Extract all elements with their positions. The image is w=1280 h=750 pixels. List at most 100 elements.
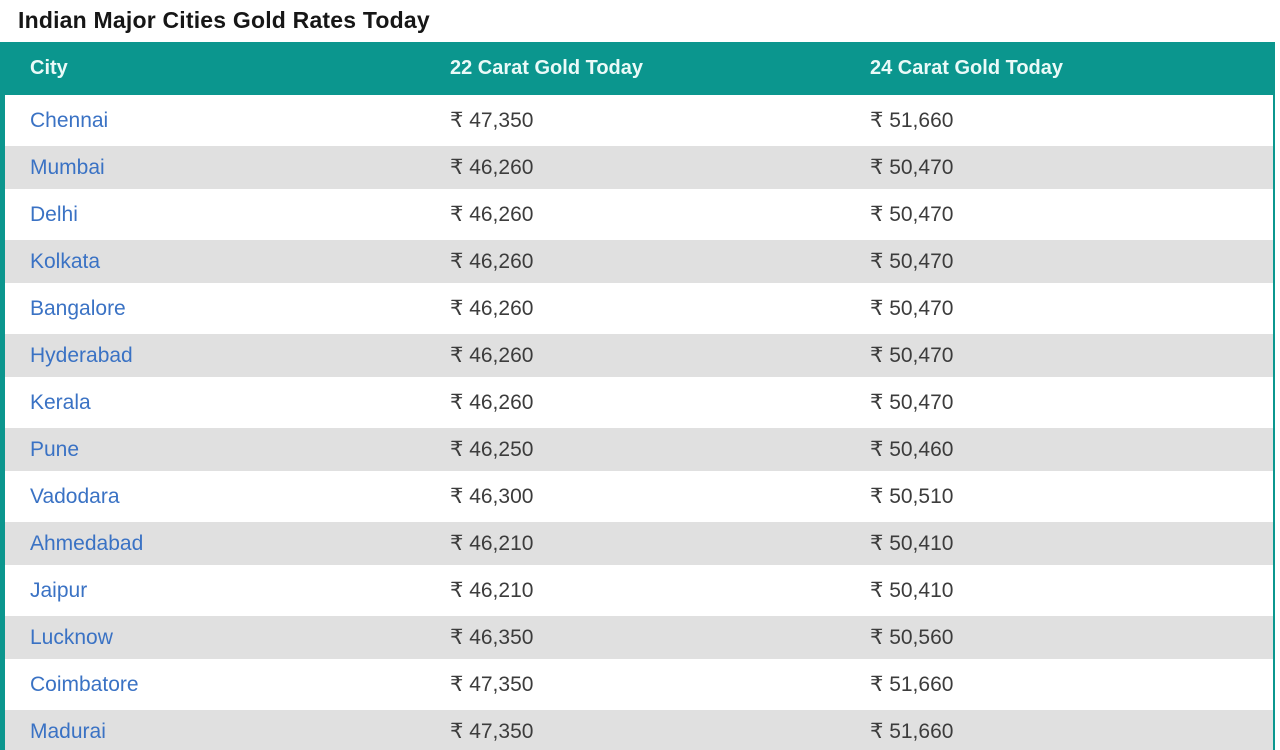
table-row: Mumbai ₹ 46,260 ₹ 50,470 [5,144,1273,193]
rate-24-carat-value: ₹ 50,470 [870,203,954,226]
city-link[interactable]: Madurai [30,719,106,743]
table-row: Kerala ₹ 46,260 ₹ 50,470 [5,379,1273,428]
table-row: Jaipur ₹ 46,210 ₹ 50,410 [5,567,1273,616]
table-row: Lucknow ₹ 46,350 ₹ 50,560 [5,614,1273,663]
rate-24-carat: ₹ 50,510 [870,473,1273,522]
rate-22-carat: ₹ 46,260 [450,144,870,193]
city-link[interactable]: Bangalore [30,296,126,320]
city-cell: Jaipur [5,567,450,616]
rate-22-carat: ₹ 46,260 [450,191,870,240]
rate-24-carat-value: ₹ 50,470 [870,156,954,179]
rate-22-carat: ₹ 46,250 [450,426,870,475]
rate-22-carat: ₹ 46,260 [450,285,870,334]
rate-24-carat-value: ₹ 51,660 [870,673,954,696]
rate-24-carat: ₹ 50,470 [870,238,1273,287]
rate-22-carat: ₹ 46,260 [450,332,870,381]
gold-rates-table: City 22 Carat Gold Today 24 Carat Gold T… [0,42,1275,750]
rate-22-carat: ₹ 46,350 [450,614,870,663]
rate-24-carat: ₹ 50,460 [870,426,1273,475]
city-cell: Chennai [5,97,450,146]
table-row: Vadodara ₹ 46,300 ₹ 50,510 [5,473,1273,522]
rate-22-carat: ₹ 46,300 [450,473,870,522]
city-cell: Delhi [5,191,450,240]
gold-rates-table-body: Chennai ₹ 47,350 ₹ 51,660 Mumbai ₹ 46,260 ₹ 5… [5,97,1273,750]
rate-22-carat-value: ₹ 46,260 [450,391,534,414]
city-link[interactable]: Delhi [30,202,78,226]
city-cell: Madurai [5,708,450,750]
column-header-city-label: City [30,57,68,79]
rate-24-carat: ₹ 50,470 [870,332,1273,381]
rate-24-carat: ₹ 50,470 [870,191,1273,240]
rate-24-carat: ₹ 50,410 [870,567,1273,616]
table-row: Ahmedabad ₹ 46,210 ₹ 50,410 [5,520,1273,569]
table-row: Pune ₹ 46,250 ₹ 50,460 [5,426,1273,475]
table-row: Kolkata ₹ 46,260 ₹ 50,470 [5,238,1273,287]
city-link[interactable]: Pune [30,437,80,461]
rate-24-carat: ₹ 50,470 [870,285,1273,334]
rate-24-carat-value: ₹ 50,470 [870,344,954,367]
rate-22-carat-value: ₹ 46,260 [450,250,534,273]
rate-24-carat: ₹ 51,660 [870,97,1273,146]
rate-24-carat-value: ₹ 51,660 [870,109,954,132]
rate-22-carat: ₹ 46,260 [450,379,870,428]
city-cell: Kerala [5,379,450,428]
rate-22-carat-value: ₹ 46,260 [450,203,534,226]
rate-24-carat-value: ₹ 50,470 [870,391,954,414]
column-header-24-carat-label: 24 Carat Gold Today [870,57,1064,79]
table-row: Bangalore ₹ 46,260 ₹ 50,470 [5,285,1273,334]
rate-24-carat: ₹ 50,560 [870,614,1273,663]
rate-22-carat: ₹ 46,260 [450,238,870,287]
city-link[interactable]: Ahmedabad [30,531,144,555]
city-cell: Vadodara [5,473,450,522]
city-link[interactable]: Vadodara [30,484,120,508]
city-link[interactable]: Coimbatore [30,672,139,696]
column-header-22-carat-label: 22 Carat Gold Today [450,57,644,79]
rate-22-carat-value: ₹ 46,300 [450,485,534,508]
rate-24-carat-value: ₹ 50,510 [870,485,954,508]
column-header-city: City [5,42,450,99]
rate-22-carat-value: ₹ 46,210 [450,532,534,555]
rate-24-carat-value: ₹ 50,460 [870,438,954,461]
rate-24-carat-value: ₹ 50,470 [870,297,954,320]
rate-22-carat-value: ₹ 46,260 [450,156,534,179]
city-cell: Lucknow [5,614,450,663]
rate-22-carat: ₹ 47,350 [450,97,870,146]
rate-24-carat: ₹ 51,660 [870,708,1273,750]
column-header-22-carat: 22 Carat Gold Today [450,42,870,99]
rate-22-carat-value: ₹ 47,350 [450,109,534,132]
rate-24-carat: ₹ 50,410 [870,520,1273,569]
page-title: Indian Major Cities Gold Rates Today [18,7,430,33]
table-row: Chennai ₹ 47,350 ₹ 51,660 [5,97,1273,146]
rate-22-carat: ₹ 47,350 [450,708,870,750]
city-link[interactable]: Jaipur [30,578,88,602]
city-link[interactable]: Kolkata [30,249,101,273]
rate-24-carat: ₹ 51,660 [870,661,1273,710]
rate-22-carat-value: ₹ 47,350 [450,673,534,696]
table-row: Madurai ₹ 47,350 ₹ 51,660 [5,708,1273,750]
rate-22-carat-value: ₹ 46,250 [450,438,534,461]
rate-22-carat: ₹ 46,210 [450,567,870,616]
table-row: Hyderabad ₹ 46,260 ₹ 50,470 [5,332,1273,381]
rate-22-carat-value: ₹ 46,260 [450,297,534,320]
column-header-24-carat: 24 Carat Gold Today [870,42,1273,99]
city-link[interactable]: Kerala [30,390,91,414]
rate-24-carat-value: ₹ 51,660 [870,720,954,743]
city-link[interactable]: Hyderabad [30,343,133,367]
city-cell: Ahmedabad [5,520,450,569]
city-link[interactable]: Mumbai [30,155,105,179]
rate-24-carat-value: ₹ 50,560 [870,626,954,649]
city-cell: Coimbatore [5,661,450,710]
city-link[interactable]: Lucknow [30,625,113,649]
city-cell: Bangalore [5,285,450,334]
city-link[interactable]: Chennai [30,108,109,132]
table-row: Coimbatore ₹ 47,350 ₹ 51,660 [5,661,1273,710]
rate-22-carat: ₹ 46,210 [450,520,870,569]
rate-22-carat: ₹ 47,350 [450,661,870,710]
rate-22-carat-value: ₹ 47,350 [450,720,534,743]
rate-22-carat-value: ₹ 46,350 [450,626,534,649]
rate-22-carat-value: ₹ 46,210 [450,579,534,602]
rate-24-carat-value: ₹ 50,470 [870,250,954,273]
table-row: Delhi ₹ 46,260 ₹ 50,470 [5,191,1273,240]
rate-24-carat: ₹ 50,470 [870,144,1273,193]
rate-24-carat-value: ₹ 50,410 [870,579,954,602]
